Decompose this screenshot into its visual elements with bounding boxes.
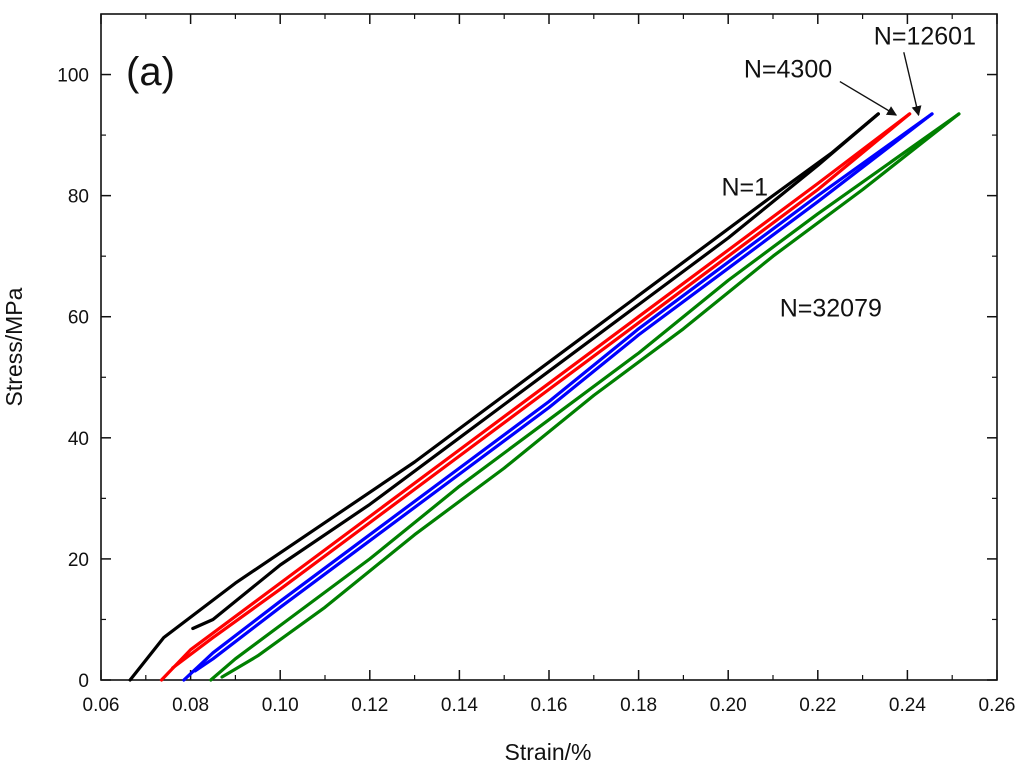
series-lines bbox=[128, 112, 961, 682]
x-axis-title: Strain/% bbox=[505, 739, 592, 765]
y-tick-label: 20 bbox=[68, 550, 89, 571]
x-tick-label: 0.20 bbox=[710, 695, 747, 716]
y-tick-label: 60 bbox=[68, 308, 89, 329]
y-tick-labels: 0 20 40 60 80 100 bbox=[57, 66, 89, 692]
series-n-4300-unloading-line bbox=[171, 112, 912, 670]
x-tick-label: 0.12 bbox=[351, 695, 388, 716]
axis-ticks bbox=[100, 14, 998, 681]
panel-label: (a) bbox=[126, 50, 175, 94]
series-n-12601-unloading-line bbox=[193, 112, 934, 673]
y-tick-label: 100 bbox=[57, 66, 89, 87]
annotation-arrow-n-12601 bbox=[903, 52, 922, 117]
series-n-1-loading-line bbox=[128, 112, 880, 682]
x-tick-label: 0.14 bbox=[441, 695, 478, 716]
x-tick-label: 0.10 bbox=[262, 695, 299, 716]
annotations: N=1 N=4300 N=12601 N=32079 bbox=[721, 22, 976, 322]
series-n-12601 bbox=[182, 112, 934, 682]
y-tick-label: 0 bbox=[78, 671, 89, 692]
annotation-n-32079: N=32079 bbox=[780, 295, 882, 323]
x-tick-label: 0.16 bbox=[531, 695, 568, 716]
series-n-32079-unloading-line bbox=[220, 112, 961, 679]
series-n-1 bbox=[128, 112, 880, 682]
y-axis-title: Stress/MPa bbox=[1, 287, 27, 406]
series-n-4300-loading-line bbox=[159, 112, 912, 682]
x-tick-label: 0.24 bbox=[889, 695, 926, 716]
annotation-arrow-n-4300 bbox=[839, 80, 898, 116]
x-tick-label: 0.18 bbox=[620, 695, 657, 716]
annotation-n-4300: N=4300 bbox=[744, 56, 832, 84]
y-tick-label: 80 bbox=[68, 187, 89, 208]
x-tick-labels: 0.06 0.08 0.10 0.12 0.14 0.16 0.18 0.20 0.22 0.24… bbox=[83, 695, 1016, 716]
series-n-32079-loading-line bbox=[209, 112, 961, 682]
annotation-n-12601: N=12601 bbox=[874, 22, 976, 50]
series-n-12601-loading-line bbox=[182, 112, 934, 682]
series-n-32079 bbox=[209, 112, 961, 682]
x-tick-label: 0.08 bbox=[172, 695, 209, 716]
x-tick-label: 0.06 bbox=[83, 695, 120, 716]
x-tick-label: 0.22 bbox=[799, 695, 836, 716]
series-n-1-unloading-line bbox=[191, 112, 880, 631]
annotation-n-1: N=1 bbox=[721, 174, 768, 202]
series-n-4300 bbox=[159, 112, 912, 682]
x-tick-label: 0.26 bbox=[979, 695, 1016, 716]
plot-frame bbox=[100, 13, 998, 681]
y-tick-label: 40 bbox=[68, 429, 89, 450]
